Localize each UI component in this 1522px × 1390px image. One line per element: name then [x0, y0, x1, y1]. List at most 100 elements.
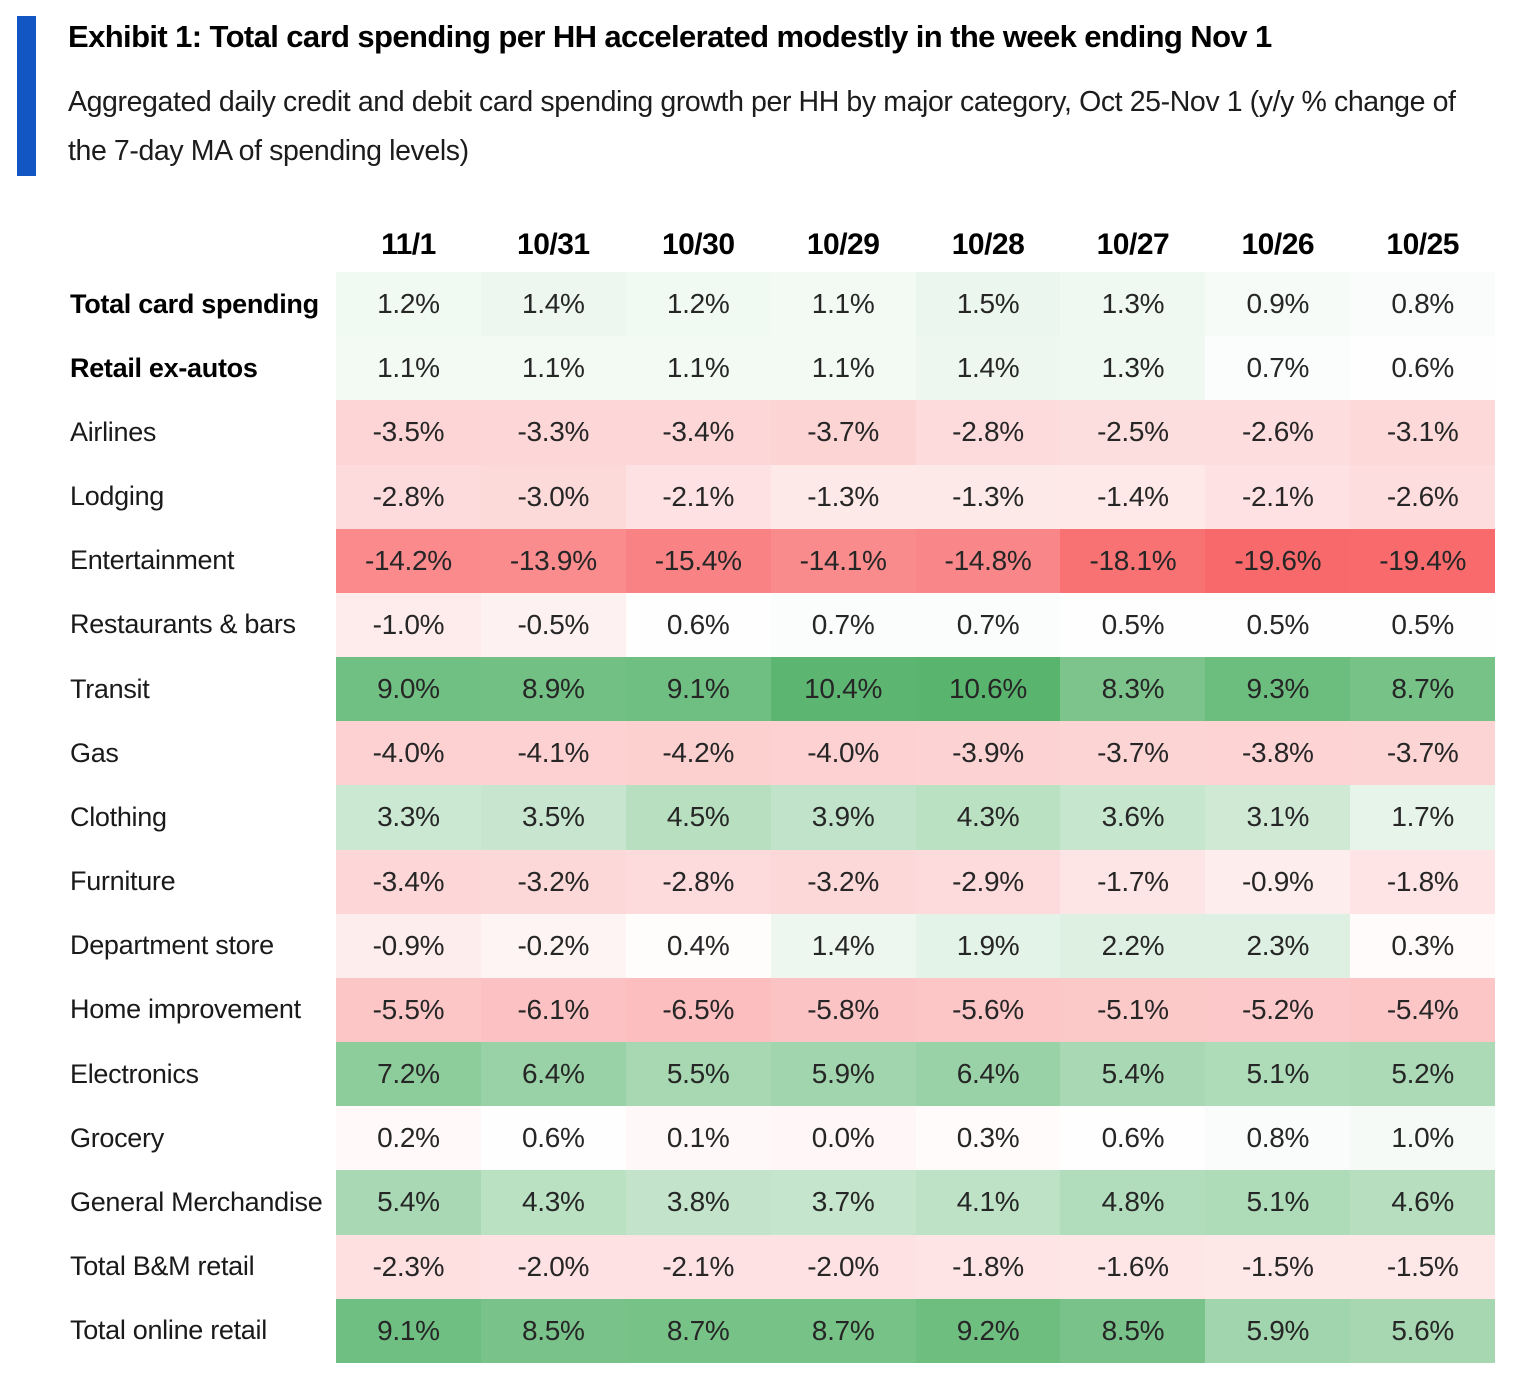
accent-bar [17, 16, 36, 176]
value-cell: 0.6% [1350, 336, 1496, 401]
row-label: General Merchandise [70, 1170, 336, 1235]
value-cell: -3.3% [480, 400, 626, 465]
value-cell: -3.4% [625, 400, 771, 465]
value-cell: 1.4% [770, 913, 916, 978]
value-cell: -2.3% [336, 1234, 481, 1299]
value-cell: 1.5% [915, 272, 1061, 337]
value-cell: -0.9% [1205, 849, 1351, 914]
value-cell: -19.4% [1350, 528, 1496, 593]
row-label: Lodging [70, 464, 336, 529]
value-cell: 0.4% [625, 913, 771, 978]
value-cell: -5.5% [336, 977, 481, 1043]
column-header: 11/1 [381, 228, 436, 261]
value-cell: -4.2% [625, 721, 771, 786]
row-label: Total online retail [70, 1298, 336, 1363]
value-cell: 8.7% [625, 1298, 771, 1363]
value-cell: 2.3% [1205, 913, 1351, 978]
value-cell: 5.1% [1205, 1042, 1351, 1107]
value-cell: 2.2% [1060, 913, 1206, 978]
value-cell: 1.1% [336, 336, 481, 401]
value-cell: -5.4% [1350, 977, 1496, 1043]
value-cell: 1.1% [770, 272, 916, 337]
value-cell: 8.7% [1350, 657, 1496, 722]
value-cell: -0.2% [480, 913, 626, 978]
value-cell: 1.2% [336, 272, 481, 337]
value-cell: -1.5% [1350, 1234, 1496, 1299]
value-cell: -2.0% [480, 1234, 626, 1299]
row-label: Furniture [70, 849, 336, 914]
value-cell: -3.7% [1350, 721, 1496, 786]
value-cell: 8.9% [480, 657, 626, 722]
value-cell: -14.8% [915, 528, 1061, 593]
row-label: Home improvement [70, 977, 336, 1043]
value-cell: 0.8% [1350, 272, 1496, 337]
row-label: Electronics [70, 1042, 336, 1107]
value-cell: 1.1% [770, 336, 916, 401]
heatmap-table: 11/1 10/31 10/30 10/29 10/28 10/27 10/26 10/25 T… [70, 218, 1496, 1363]
value-cell: -3.4% [336, 849, 481, 914]
value-cell: -1.3% [770, 464, 916, 529]
value-cell: -3.0% [480, 464, 626, 529]
row-label: Grocery [70, 1106, 336, 1171]
value-cell: -3.7% [770, 400, 916, 465]
value-cell: 3.5% [480, 785, 626, 850]
value-cell: 10.6% [915, 657, 1061, 722]
value-cell: 0.1% [625, 1106, 771, 1171]
value-cell: -14.1% [770, 528, 916, 593]
column-header: 10/25 [1386, 228, 1459, 261]
value-cell: -4.1% [480, 721, 626, 786]
value-cell: 3.9% [770, 785, 916, 850]
value-cell: 1.4% [480, 272, 626, 337]
value-cell: 1.0% [1350, 1106, 1496, 1171]
value-cell: 5.9% [770, 1042, 916, 1107]
value-cell: -2.0% [770, 1234, 916, 1299]
value-cell: -0.9% [336, 913, 481, 978]
row-label: Transit [70, 657, 336, 722]
value-cell: 8.3% [1060, 657, 1206, 722]
value-cell: 1.9% [915, 913, 1061, 978]
value-cell: -5.2% [1205, 977, 1351, 1043]
value-cell: -3.8% [1205, 721, 1351, 786]
value-cell: -2.5% [1060, 400, 1206, 465]
value-cell: 0.5% [1060, 592, 1206, 658]
value-cell: 9.0% [336, 657, 481, 722]
value-cell: -6.1% [480, 977, 626, 1043]
value-cell: 4.8% [1060, 1170, 1206, 1235]
value-cell: 3.6% [1060, 785, 1206, 850]
row-label: Airlines [70, 400, 336, 465]
value-cell: 3.8% [625, 1170, 771, 1235]
column-header: 10/26 [1241, 228, 1315, 261]
value-cell: -3.1% [1350, 400, 1496, 465]
value-cell: 0.5% [1205, 592, 1351, 658]
value-cell: 1.3% [1060, 336, 1206, 401]
value-cell: 0.8% [1205, 1106, 1351, 1171]
value-cell: -1.4% [1060, 464, 1206, 529]
column-header: 10/29 [806, 228, 880, 261]
row-label: Entertainment [70, 528, 336, 593]
value-cell: -18.1% [1060, 528, 1206, 593]
value-cell: -2.8% [625, 849, 771, 914]
value-cell: -2.6% [1205, 400, 1351, 465]
row-label: Total B&M retail [70, 1234, 336, 1299]
value-cell: 0.7% [770, 592, 916, 658]
value-cell: 1.7% [1350, 785, 1496, 850]
value-cell: 8.5% [480, 1298, 626, 1363]
value-cell: 0.7% [1205, 336, 1351, 401]
value-cell: 0.3% [915, 1106, 1061, 1171]
value-cell: 4.3% [915, 785, 1061, 850]
value-cell: -15.4% [625, 528, 771, 593]
value-cell: -0.5% [480, 592, 626, 658]
value-cell: -2.1% [1205, 464, 1351, 529]
value-cell: 8.7% [770, 1298, 916, 1363]
value-cell: -2.8% [336, 464, 481, 529]
exhibit-title: Exhibit 1: Total card spending per HH ac… [68, 19, 1272, 54]
value-cell: -3.9% [915, 721, 1061, 786]
value-cell: -2.8% [915, 400, 1061, 465]
value-cell: -3.7% [1060, 721, 1206, 786]
value-cell: 9.2% [915, 1298, 1061, 1363]
value-cell: -19.6% [1205, 528, 1351, 593]
value-cell: -3.2% [770, 849, 916, 914]
value-cell: -3.5% [336, 400, 481, 465]
row-label: Total card spending [70, 272, 336, 337]
value-cell: -2.1% [625, 1234, 771, 1299]
